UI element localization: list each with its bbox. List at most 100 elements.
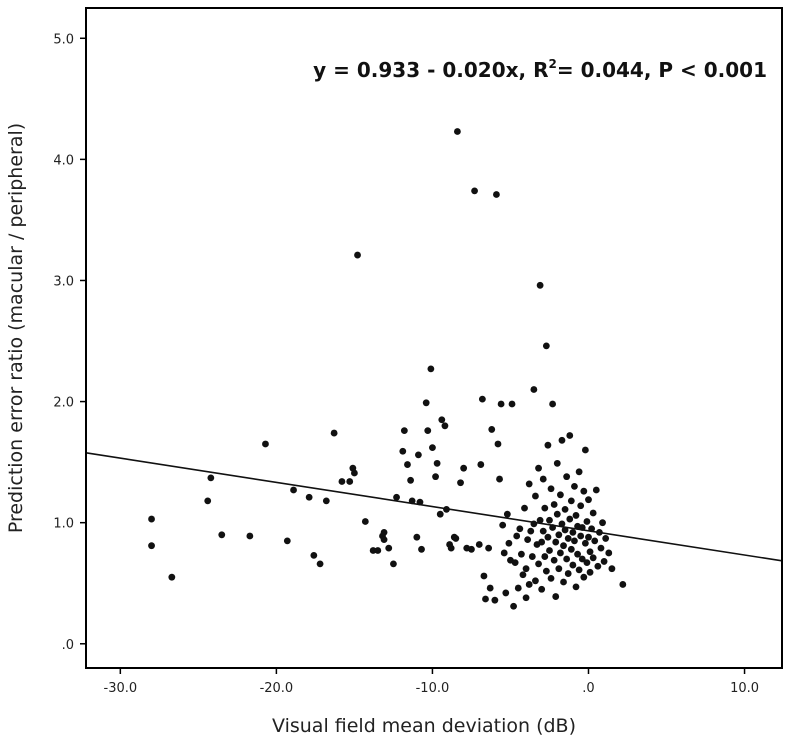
data-point [204,497,212,505]
data-point [491,596,499,604]
y-axis-title: Prediction error ratio (macular / periph… [5,123,27,533]
data-point [555,531,563,539]
data-point [480,572,488,580]
data-point [408,497,416,505]
data-point [393,493,400,501]
data-point [399,447,407,455]
y-axis-ticks: .0 1.0 2.0 3.0 4.0 5.0 [53,32,86,653]
data-point [485,544,493,552]
data-point [454,128,461,135]
data-point [510,602,517,610]
data-point [525,581,533,588]
data-point [351,469,358,477]
data-point [511,559,519,567]
data-point [577,502,585,510]
data-point [494,440,502,448]
data-point [597,544,605,552]
data-point [553,459,561,467]
data-point [552,538,560,546]
data-point [561,505,569,513]
data-point [385,544,393,552]
data-point [433,459,441,467]
x-tick-label: -10.0 [416,681,450,696]
data-point [591,537,599,545]
data-point [558,520,566,528]
data-point [338,478,346,485]
data-point [571,537,578,545]
annotation-main: y = 0.933 - 0.020x, R [313,58,548,82]
data-point [553,510,561,518]
data-point [546,547,553,554]
data-point [207,474,215,482]
data-point [588,525,596,533]
x-tick-label: -30.0 [104,681,138,696]
data-point [608,565,616,573]
data-point [475,541,483,548]
data-point [600,558,608,565]
data-point [390,560,397,568]
data-point [566,515,574,523]
x-axis-title: Visual field mean deviation (dB) [272,715,576,737]
data-point [441,422,449,430]
data-point [305,493,313,501]
data-point [514,584,522,592]
data-point [572,512,580,519]
data-point [599,519,606,527]
data-point [549,524,557,531]
data-point [517,550,525,558]
data-point [575,566,583,574]
data-point [452,535,460,542]
data-point [592,486,600,494]
data-point [535,560,542,568]
data-point [414,451,422,459]
data-point [407,476,414,484]
data-point [482,595,489,603]
data-point [550,556,558,564]
x-tick-label: .0 [582,681,594,696]
data-point [500,549,508,557]
y-tick-label: 3.0 [53,274,74,289]
data-point [563,555,571,563]
data-point [577,532,585,540]
data-point [525,480,533,488]
data-point [374,547,382,554]
y-tick-label: 4.0 [53,153,74,168]
data-points [148,128,627,610]
annotation-superscript: 2 [548,57,556,71]
y-tick-label: 1.0 [53,517,74,532]
data-point [532,492,539,500]
regression-line [85,452,783,562]
data-point [567,545,575,553]
data-point [536,516,544,524]
data-point [555,565,563,573]
data-point [552,593,560,600]
data-point [574,550,581,558]
data-point [380,536,388,544]
data-point [557,491,564,499]
data-point [544,441,552,449]
data-point [503,510,511,518]
data-point [418,545,425,553]
data-point [547,574,555,582]
data-point [589,509,597,517]
data-point [583,559,591,567]
data-point [438,416,446,424]
data-point [564,535,572,542]
data-point [432,473,439,481]
data-point [477,461,485,468]
data-point [521,504,528,512]
data-point [580,487,588,495]
data-point [457,479,464,487]
data-point [589,554,597,562]
data-point [524,536,532,544]
data-point [310,551,318,559]
data-point [581,539,589,547]
data-point [560,542,567,550]
data-point [530,520,538,528]
data-point [541,504,549,512]
data-point [404,461,411,468]
y-tick-label: .0 [62,638,74,653]
x-tick-label: -20.0 [260,681,294,696]
x-axis-ticks: -30.0 -20.0 -10.0 .0 10.0 [104,668,759,696]
